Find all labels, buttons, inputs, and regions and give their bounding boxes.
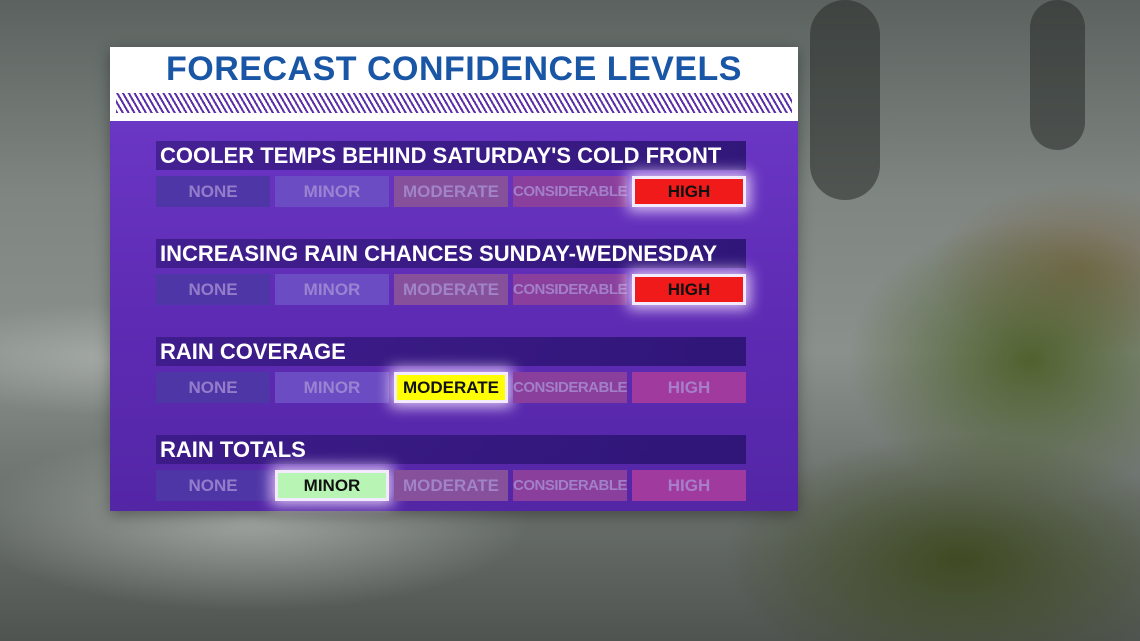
level-high: HIGH <box>632 372 746 403</box>
level-moderate: MODERATE <box>394 372 508 403</box>
panel-body: COOLER TEMPS BEHIND SATURDAY'S COLD FRON… <box>110 121 798 511</box>
level-minor: MINOR <box>275 470 389 501</box>
page-title: FORECAST CONFIDENCE LEVELS <box>166 50 742 88</box>
panel-header: FORECAST CONFIDENCE LEVELS <box>110 47 798 121</box>
header-hatch-stripe <box>116 93 792 113</box>
level-none: NONE <box>156 176 270 207</box>
level-moderate: MODERATE <box>394 176 508 207</box>
row-label: INCREASING RAIN CHANCES SUNDAY-WEDNESDAY <box>156 239 746 268</box>
level-scale: NONE MINOR MODERATE CONSIDERABLE HIGH <box>156 372 746 405</box>
level-considerable: CONSIDERABLE <box>513 372 627 403</box>
level-considerable: CONSIDERABLE <box>513 470 627 501</box>
level-high: HIGH <box>632 274 746 305</box>
level-minor: MINOR <box>275 176 389 207</box>
level-minor: MINOR <box>275 372 389 403</box>
level-scale: NONE MINOR MODERATE CONSIDERABLE HIGH <box>156 470 746 503</box>
pedestrian-silhouette <box>1030 0 1085 150</box>
level-none: NONE <box>156 372 270 403</box>
level-considerable: CONSIDERABLE <box>513 274 627 305</box>
level-none: NONE <box>156 274 270 305</box>
row-label: RAIN TOTALS <box>156 435 746 464</box>
level-considerable: CONSIDERABLE <box>513 176 627 207</box>
level-high: HIGH <box>632 470 746 501</box>
level-none: NONE <box>156 470 270 501</box>
forecast-confidence-panel: FORECAST CONFIDENCE LEVELS COOLER TEMPS … <box>110 47 798 511</box>
level-scale: NONE MINOR MODERATE CONSIDERABLE HIGH <box>156 274 746 307</box>
row-label: COOLER TEMPS BEHIND SATURDAY'S COLD FRON… <box>156 141 746 170</box>
level-minor: MINOR <box>275 274 389 305</box>
level-moderate: MODERATE <box>394 274 508 305</box>
level-high: HIGH <box>632 176 746 207</box>
level-moderate: MODERATE <box>394 470 508 501</box>
row-label: RAIN COVERAGE <box>156 337 746 366</box>
level-scale: NONE MINOR MODERATE CONSIDERABLE HIGH <box>156 176 746 209</box>
pedestrian-silhouette <box>810 0 880 200</box>
